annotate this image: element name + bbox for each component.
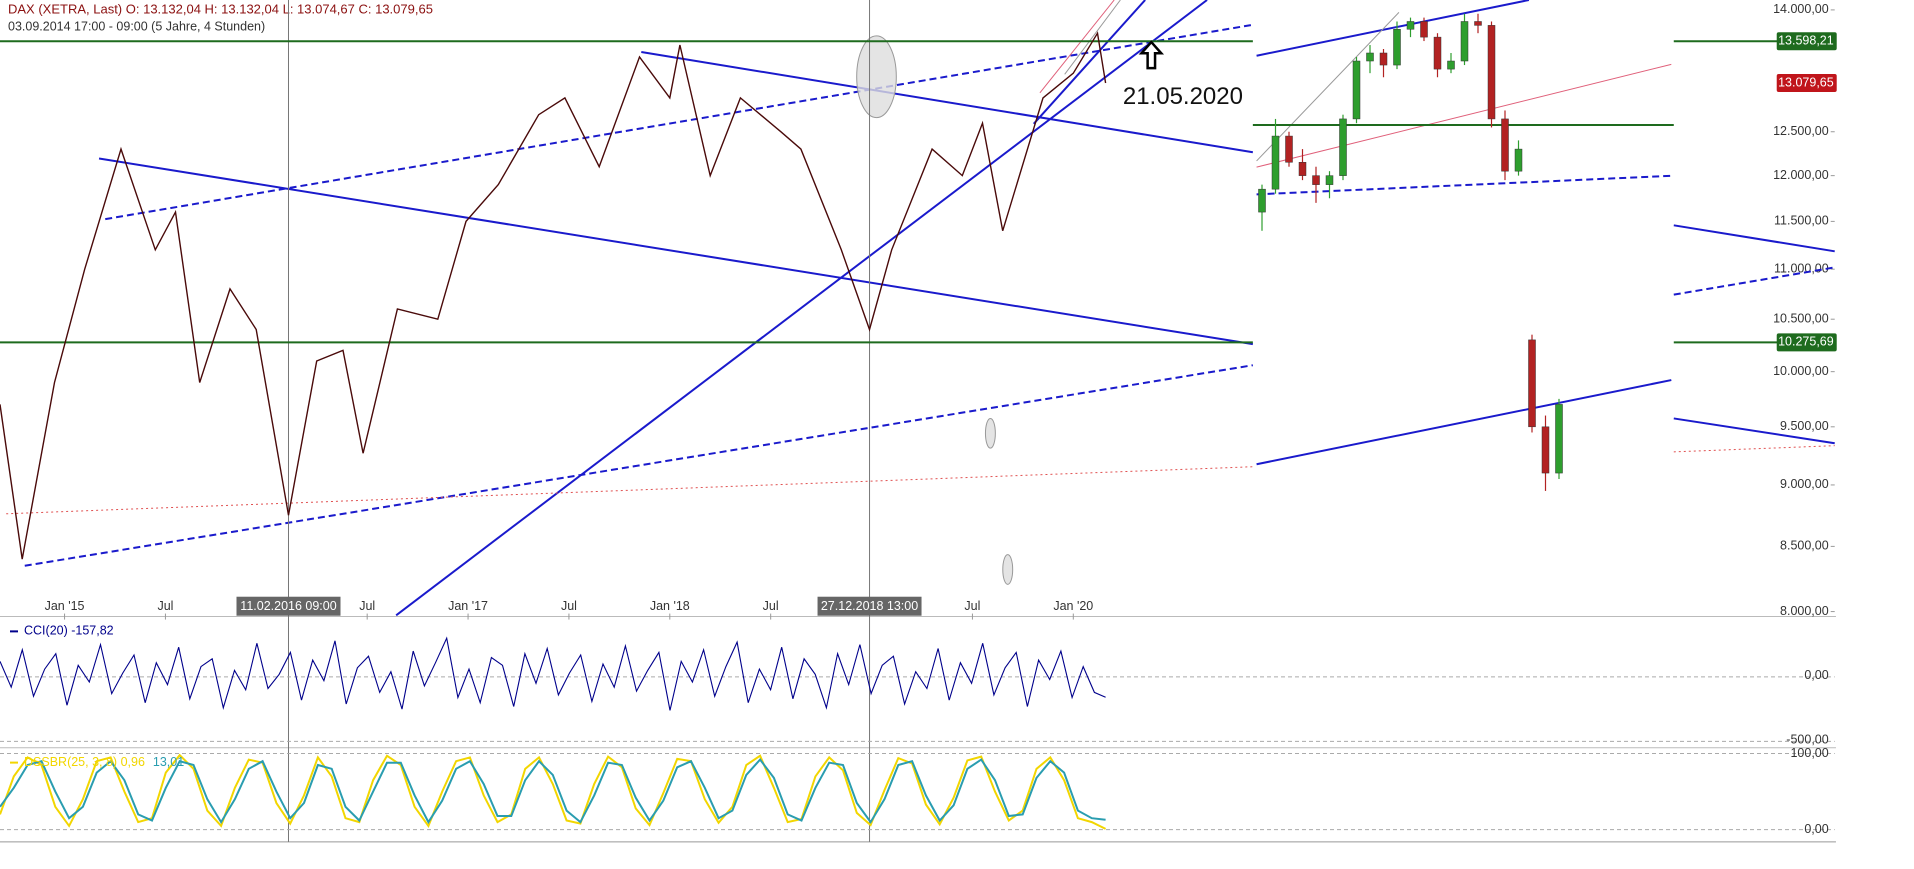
level-label: 10.275,69 — [1778, 335, 1834, 349]
trend-line — [1064, 0, 1121, 75]
plot-layer: 8.000,00 8.500,00 9.000,00 9.500,00 10.000,0… — [0, 0, 1837, 843]
y-tick-label: 8.500,00 — [1780, 539, 1829, 553]
candle-body — [1312, 175, 1320, 185]
annotation: 21.05.2020 — [1123, 83, 1243, 110]
series-line — [0, 753, 1107, 830]
trend-line — [24, 364, 1254, 567]
candle-body — [1298, 162, 1307, 176]
trend-line — [1673, 417, 1835, 445]
trend-line — [641, 51, 1254, 154]
level-label-box — [1776, 333, 1837, 352]
candle-body — [1271, 135, 1280, 190]
candle-body — [1514, 148, 1523, 172]
y-tick-label: 12.000,00 — [1773, 168, 1829, 182]
arrow — [1138, 40, 1165, 70]
candle-body — [1501, 118, 1509, 172]
marker-flag — [236, 596, 341, 616]
trend-line — [1256, 63, 1672, 168]
trend-line — [1673, 224, 1835, 253]
trend-line — [1256, 12, 1400, 162]
y-tick-label: 9.000,00 — [1780, 477, 1829, 491]
candle-body — [1433, 36, 1442, 70]
highlight-ellipse — [984, 417, 996, 449]
candle-body — [1460, 21, 1469, 62]
x-tick-label: Jan '15 — [45, 599, 85, 613]
highlight-ellipse — [1002, 554, 1014, 585]
y-tick-label: 10.000,00 — [1773, 364, 1829, 378]
trend-line — [1673, 445, 1835, 453]
x-tick-label: Jul — [964, 599, 980, 613]
y-tick-label: -500,00 — [1786, 733, 1828, 747]
candle-body — [1420, 21, 1428, 38]
highlight-ellipse — [856, 35, 897, 119]
trend-line — [1032, 0, 1146, 125]
trend-line — [98, 157, 1254, 346]
candle-body — [1528, 339, 1536, 428]
trend-line — [1256, 0, 1530, 57]
x-tick-label: Jan '18 — [650, 599, 690, 613]
series-line — [0, 636, 1106, 711]
y-tick-label: 11.500,00 — [1774, 214, 1829, 228]
candle-body — [1325, 175, 1334, 185]
x-tick-label: Jul — [561, 599, 577, 613]
x-tick-label: Jul — [359, 599, 375, 613]
y-tick-label: 10.500,00 — [1773, 312, 1829, 326]
candle-body — [1406, 21, 1415, 30]
trend-line — [1673, 266, 1835, 296]
series-line — [0, 31, 1107, 560]
chart-title: DAX (XETRA, Last) O: 13.132,04 H: 13.132… — [8, 1, 433, 16]
y-tick-label: 8.000,00 — [1780, 604, 1829, 618]
candle-body — [1339, 118, 1347, 176]
marker-flag — [817, 596, 922, 616]
trend-line — [6, 466, 1253, 515]
y-tick-label: 11.000,00 — [1774, 261, 1829, 275]
y-tick-label: 14.000,00 — [1773, 2, 1829, 16]
candle-body — [1393, 29, 1401, 66]
candle-body — [1285, 135, 1293, 163]
candle-body — [1487, 25, 1496, 120]
trend-line — [1256, 379, 1672, 466]
y-tick-label: 0,00 — [1804, 822, 1828, 836]
candle-body — [1474, 21, 1482, 26]
candle-body — [1555, 404, 1563, 474]
x-tick-label: Jan '20 — [1053, 599, 1093, 613]
x-tick-label: Jan '17 — [448, 599, 488, 613]
candle-body — [1447, 60, 1455, 70]
legend-label: 13,01 — [153, 755, 184, 769]
candle-body — [1352, 60, 1361, 120]
marker-label: 11.02.2016 09:00 — [240, 599, 336, 613]
x-tick-label: Jul — [763, 599, 779, 613]
candle-body — [1366, 52, 1374, 62]
trend-line — [1256, 174, 1672, 196]
level-label: 13.598,21 — [1778, 34, 1834, 48]
candle-body — [1541, 426, 1550, 474]
trend-line — [1039, 0, 1115, 94]
level-label-box — [1776, 74, 1837, 93]
legend-label: CCI(20) -157,82 — [24, 624, 114, 638]
y-tick-label: 100,00 — [1790, 746, 1828, 760]
y-tick-label: 9.500,00 — [1780, 419, 1829, 433]
series-line — [0, 758, 1106, 825]
x-tick-label: Jul — [157, 599, 173, 613]
candle-body — [1258, 188, 1266, 213]
level-label: 13.079,65 — [1778, 75, 1834, 89]
level-label-box — [1776, 32, 1837, 51]
trend-line — [105, 23, 1254, 221]
legend-label: DSSBR(25, 3, 8) 0,96 — [24, 755, 145, 769]
trend-line — [395, 0, 1208, 617]
marker-label: 27.12.2018 13:00 — [821, 599, 918, 613]
candle-body — [1379, 52, 1388, 66]
y-tick-label: 0,00 — [1804, 668, 1828, 682]
y-tick-label: 12.500,00 — [1773, 124, 1829, 138]
chart-subtitle: 03.09.2014 17:00 - 09:00 (5 Jahre, 4 Stu… — [8, 19, 265, 33]
